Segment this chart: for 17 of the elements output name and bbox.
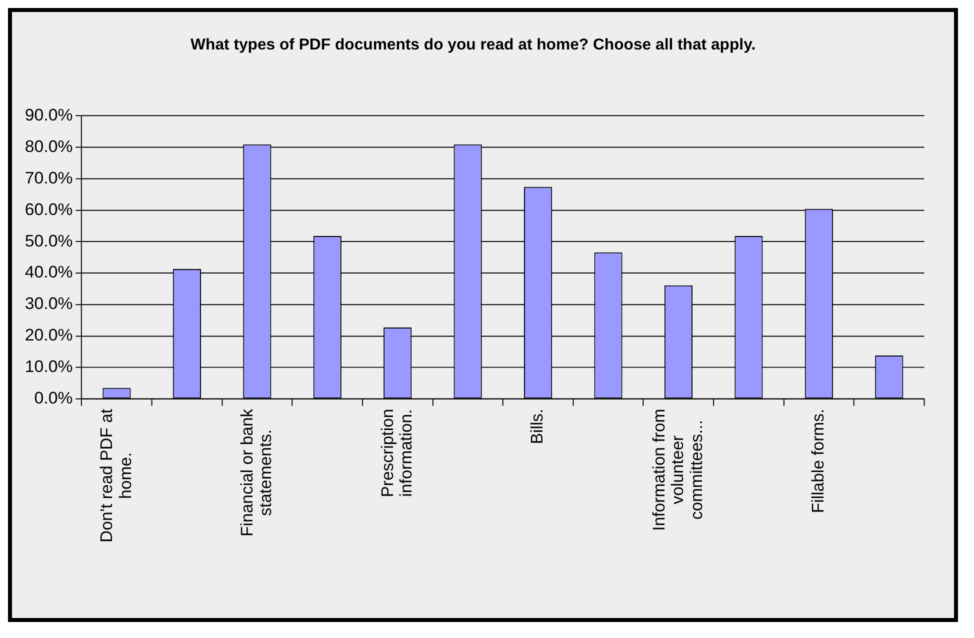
x-tick-label: Information from volunteer committees... <box>649 408 706 531</box>
chart-title: What types of PDF documents do you read at home? Choose all that apply. <box>190 36 756 54</box>
y-tick-label: 30.0% <box>24 294 73 314</box>
x-tick-label: Prescription information. <box>378 408 416 498</box>
x-tick-label: Bills. <box>528 408 547 444</box>
y-tick-label: 50.0% <box>24 231 73 250</box>
y-tick-label: 90.0% <box>24 105 73 124</box>
y-tick-label: 20.0% <box>24 326 73 345</box>
x-tick-label: Don't read PDF at home. <box>96 408 135 542</box>
y-tick-label: 0.0% <box>34 388 73 408</box>
y-tick-label: 70.0% <box>24 168 73 188</box>
x-tick-label: Financial or bank statements. <box>237 408 276 536</box>
x-tick-label: Fillable forms. <box>808 408 828 514</box>
y-tick-label: 80.0% <box>24 136 73 156</box>
y-tick-label: 10.0% <box>24 357 73 376</box>
y-tick-label: 40.0% <box>24 262 73 282</box>
y-tick-label: 60.0% <box>24 200 73 219</box>
